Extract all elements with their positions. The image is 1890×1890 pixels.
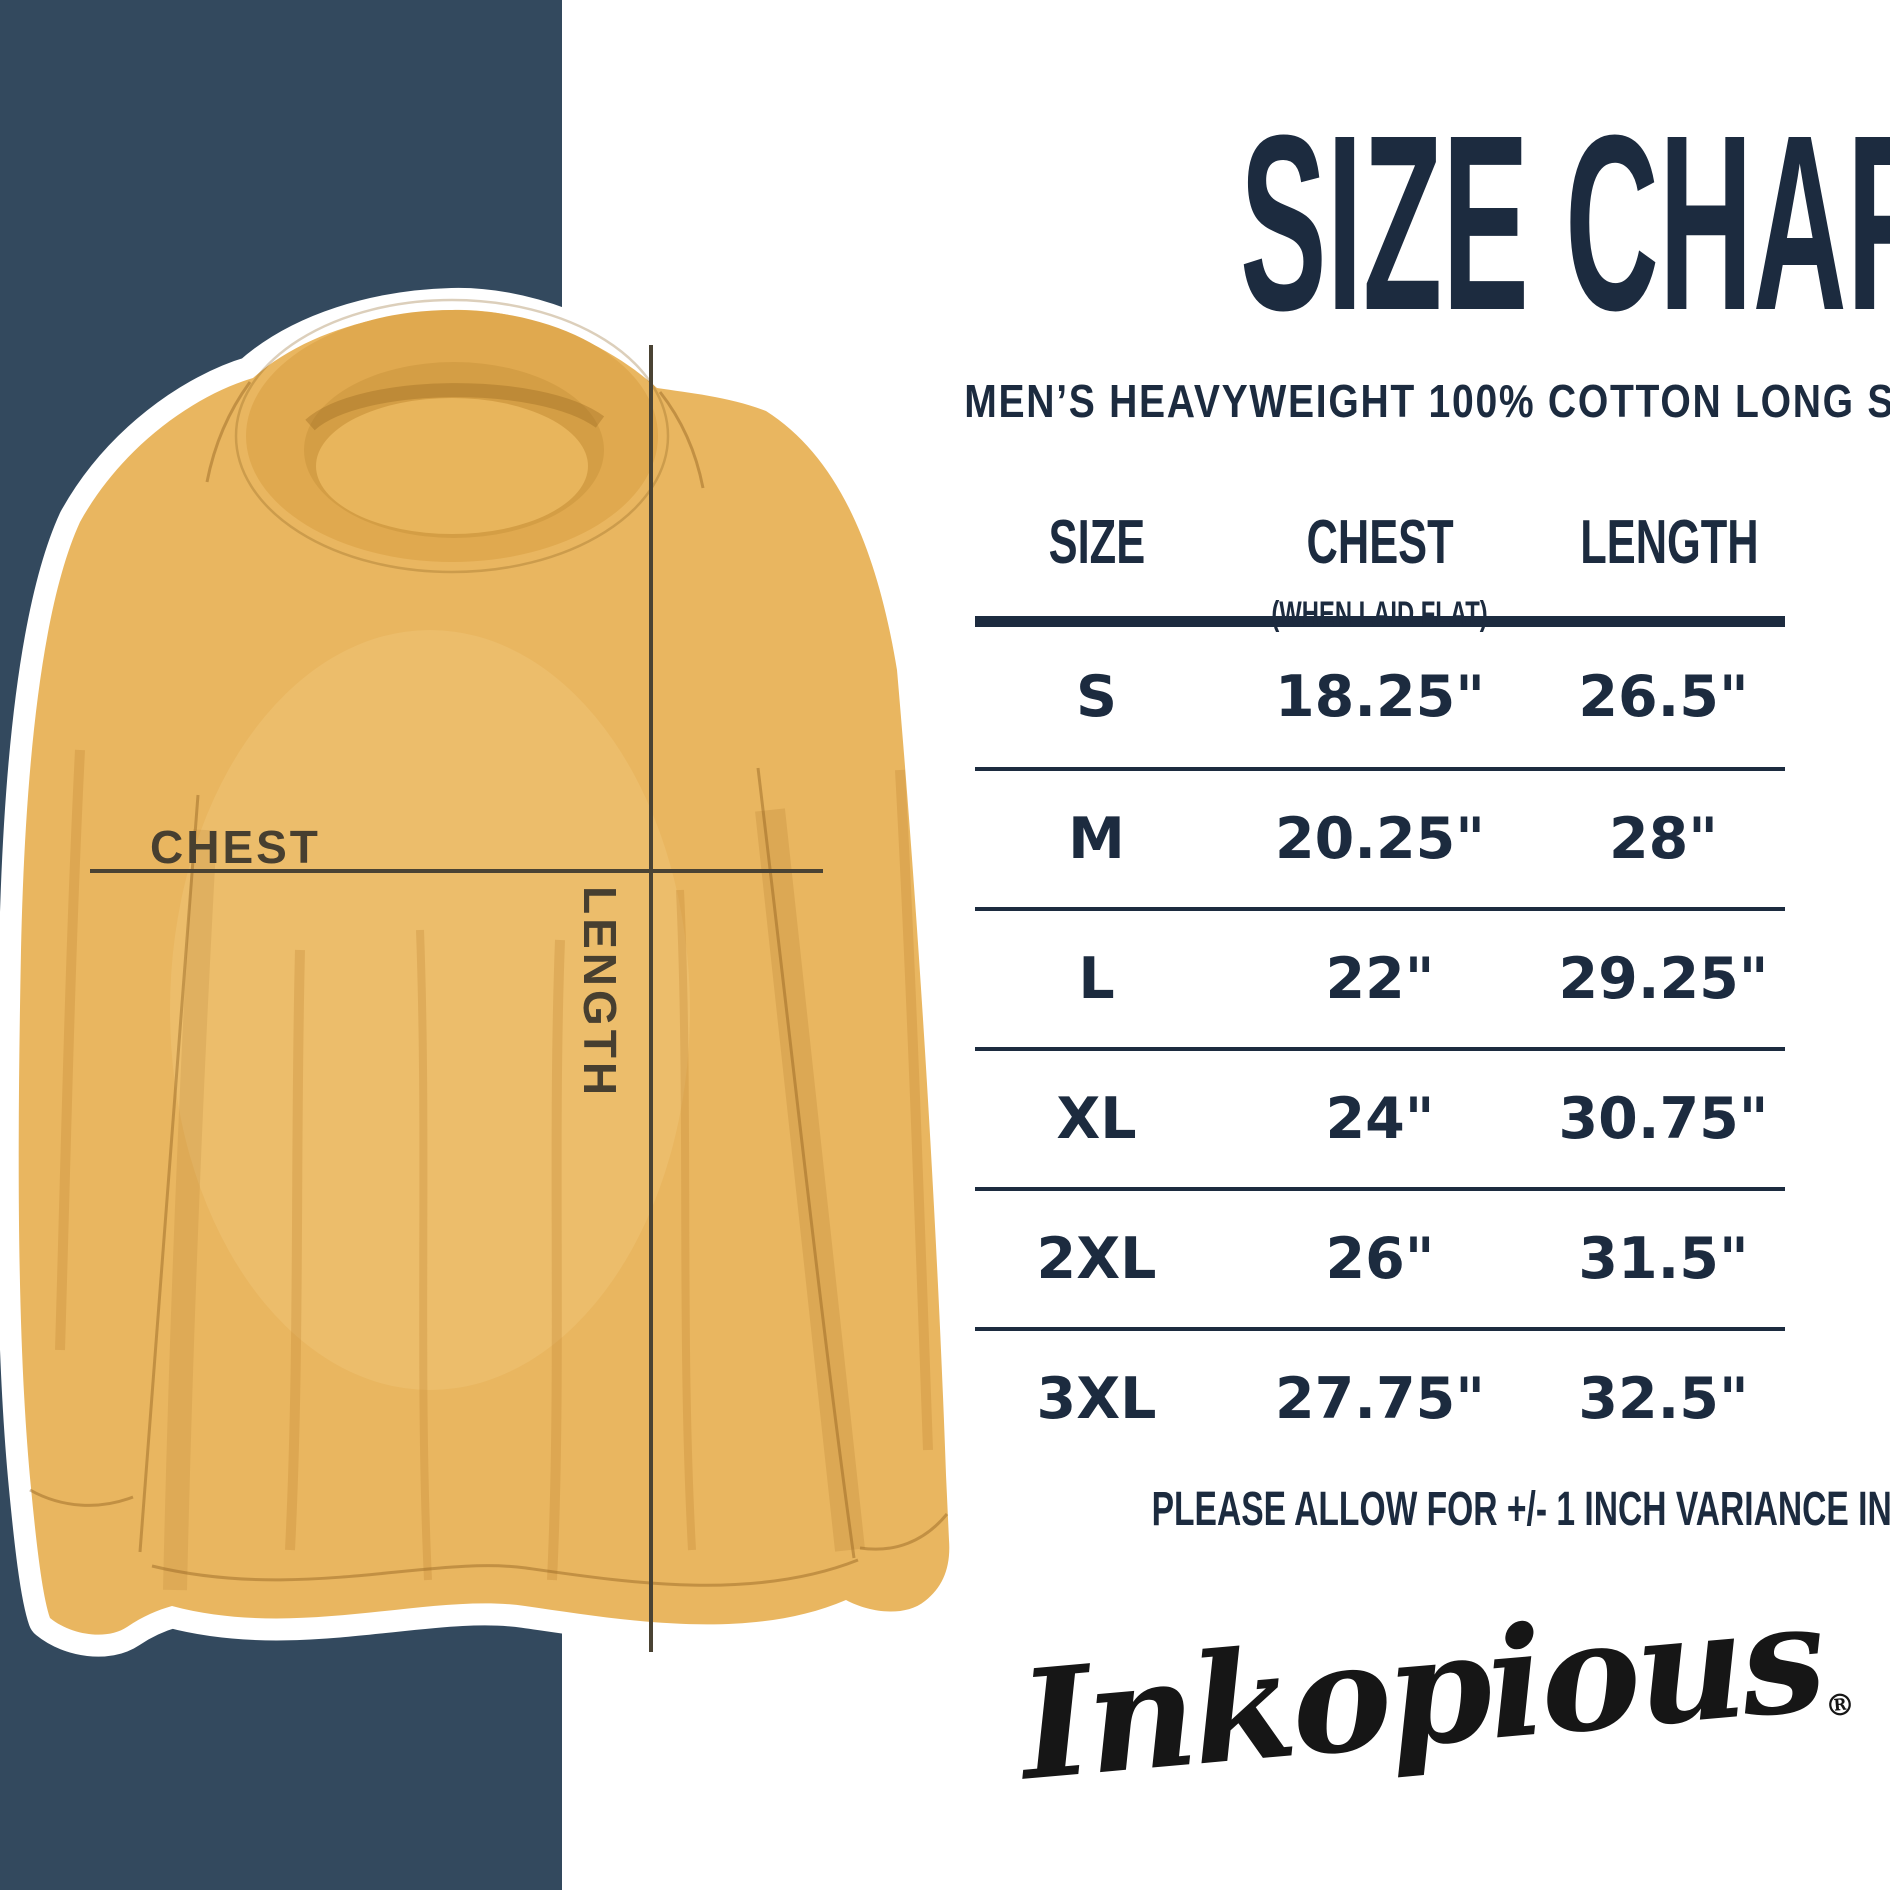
page-title-text: SIZE CHART <box>1240 83 1890 362</box>
shirt-photo <box>0 250 972 1730</box>
page-subtitle: MEN’S HEAVYWEIGHT 100% COTTON LONG SLEEV… <box>870 374 1890 428</box>
shirt-illustration <box>0 287 972 1657</box>
shirt-seams <box>29 381 949 1587</box>
length-measure-label: LENGTH <box>574 886 626 1100</box>
size-value: XL <box>1056 1086 1137 1152</box>
table-row-3xl: 3XL 27.75" 32.5" <box>975 1327 1785 1467</box>
size-value: S <box>1075 664 1118 730</box>
inkopious-logo-text: Inkopious <box>1013 1569 1829 1815</box>
page-subtitle-text: MEN’S HEAVYWEIGHT 100% COTTON LONG SLEEV… <box>964 375 1890 427</box>
size-value: M <box>1068 806 1125 872</box>
shirt-body <box>0 287 972 1657</box>
variance-note: PLEASE ALLOW FOR +/- 1 INCH VARIANCE IN … <box>1151 1483 1890 1536</box>
size-value: 2XL <box>1036 1226 1157 1292</box>
length-value: 31.5" <box>1578 1226 1749 1292</box>
chest-measure-line <box>90 869 823 873</box>
length-value: 29.25" <box>1558 946 1769 1012</box>
shirt-collar <box>234 298 670 574</box>
table-row-l: L 22" 29.25" <box>975 907 1785 1047</box>
table-row-xl: XL 24" 30.75" <box>975 1047 1785 1187</box>
chest-value: 18.25" <box>1275 664 1485 730</box>
chest-value: 27.75" <box>1275 1366 1485 1432</box>
chest-measure-label: CHEST <box>150 821 321 873</box>
inkopious-logo: Inkopious® <box>1013 1569 1857 1817</box>
fabric-wrinkles <box>55 749 933 1581</box>
length-value: 32.5" <box>1578 1366 1749 1432</box>
column-header-length: LENGTH <box>1580 508 1759 577</box>
table-row-s: S 18.25" 26.5" <box>975 627 1785 767</box>
table-row-m: M 20.25" 28" <box>975 767 1785 907</box>
size-table-header: SIZE CHEST (WHEN LAID FLAT) LENGTH <box>975 500 1785 631</box>
page-title: SIZE CHART <box>880 98 1890 348</box>
chest-value: 20.25" <box>1275 806 1485 872</box>
column-header-chest: CHEST (WHEN LAID FLAT) <box>1218 500 1542 636</box>
size-value: 3XL <box>1036 1366 1157 1432</box>
size-value: L <box>1078 946 1115 1012</box>
size-table: SIZE CHEST (WHEN LAID FLAT) LENGTH S 18.… <box>975 500 1785 1467</box>
registered-mark: ® <box>1823 1687 1857 1725</box>
length-measure-line <box>649 345 653 1652</box>
column-header-size: SIZE <box>1048 508 1145 577</box>
chest-value: 22" <box>1325 946 1435 1012</box>
length-value: 28" <box>1608 806 1719 872</box>
length-value: 30.75" <box>1558 1086 1769 1152</box>
table-row-2xl: 2XL 26" 31.5" <box>975 1187 1785 1327</box>
chest-note: (WHEN LAID FLAT) <box>1271 595 1489 633</box>
chest-value: 26" <box>1325 1226 1435 1292</box>
chest-value: 24" <box>1325 1086 1435 1152</box>
length-value: 26.5" <box>1578 664 1749 730</box>
